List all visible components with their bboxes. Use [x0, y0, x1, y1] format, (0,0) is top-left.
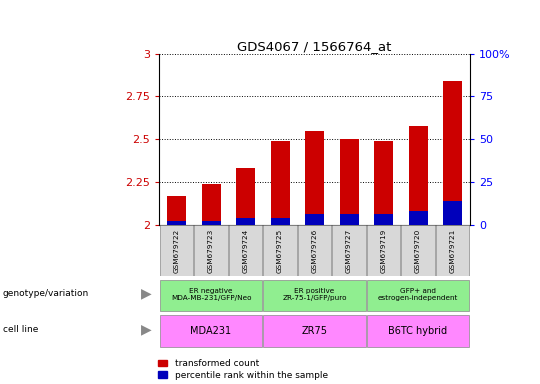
Bar [374, 214, 393, 225]
FancyBboxPatch shape [436, 225, 469, 276]
Bar [409, 211, 428, 225]
Text: B6TC hybrid: B6TC hybrid [388, 326, 448, 336]
Text: GSM679726: GSM679726 [312, 228, 318, 273]
Text: MDA231: MDA231 [191, 326, 232, 336]
FancyBboxPatch shape [264, 225, 296, 276]
FancyBboxPatch shape [160, 316, 262, 346]
FancyBboxPatch shape [367, 225, 400, 276]
Text: GSM679724: GSM679724 [242, 228, 248, 273]
FancyBboxPatch shape [160, 225, 193, 276]
Text: ZR75: ZR75 [301, 326, 328, 336]
Bar [271, 141, 289, 225]
FancyBboxPatch shape [160, 280, 262, 311]
FancyBboxPatch shape [264, 280, 366, 311]
FancyBboxPatch shape [229, 225, 262, 276]
Text: GSM679722: GSM679722 [173, 228, 179, 273]
Bar [305, 131, 324, 225]
Bar [201, 184, 220, 225]
Bar [340, 139, 359, 225]
FancyBboxPatch shape [333, 225, 366, 276]
Text: GSM679723: GSM679723 [208, 228, 214, 273]
Bar [305, 214, 324, 225]
Bar [201, 221, 220, 225]
Text: ER positive
ZR-75-1/GFP/puro: ER positive ZR-75-1/GFP/puro [282, 288, 347, 301]
Bar [271, 218, 289, 225]
Text: GSM679727: GSM679727 [346, 228, 352, 273]
FancyBboxPatch shape [194, 225, 228, 276]
Text: genotype/variation: genotype/variation [3, 289, 89, 298]
Bar [443, 201, 462, 225]
Text: GSM679719: GSM679719 [381, 228, 387, 273]
Text: GFP+ and
estrogen-independent: GFP+ and estrogen-independent [378, 288, 458, 301]
Bar [374, 141, 393, 225]
Text: ▶: ▶ [140, 322, 151, 336]
Text: GSM679725: GSM679725 [277, 228, 283, 273]
Text: ER negative
MDA-MB-231/GFP/Neo: ER negative MDA-MB-231/GFP/Neo [171, 288, 251, 301]
FancyBboxPatch shape [402, 225, 435, 276]
FancyBboxPatch shape [264, 316, 366, 346]
Bar [167, 195, 186, 225]
FancyBboxPatch shape [298, 225, 331, 276]
Text: GSM679720: GSM679720 [415, 228, 421, 273]
Text: cell line: cell line [3, 325, 38, 334]
FancyBboxPatch shape [367, 280, 469, 311]
FancyBboxPatch shape [367, 316, 469, 346]
Bar [409, 126, 428, 225]
Title: GDS4067 / 1566764_at: GDS4067 / 1566764_at [238, 40, 392, 53]
Text: ▶: ▶ [140, 286, 151, 301]
Bar [167, 221, 186, 225]
Text: GSM679721: GSM679721 [449, 228, 456, 273]
Bar [236, 168, 255, 225]
Legend: transformed count, percentile rank within the sample: transformed count, percentile rank withi… [158, 359, 328, 380]
Bar [443, 81, 462, 225]
Bar [340, 214, 359, 225]
Bar [236, 218, 255, 225]
